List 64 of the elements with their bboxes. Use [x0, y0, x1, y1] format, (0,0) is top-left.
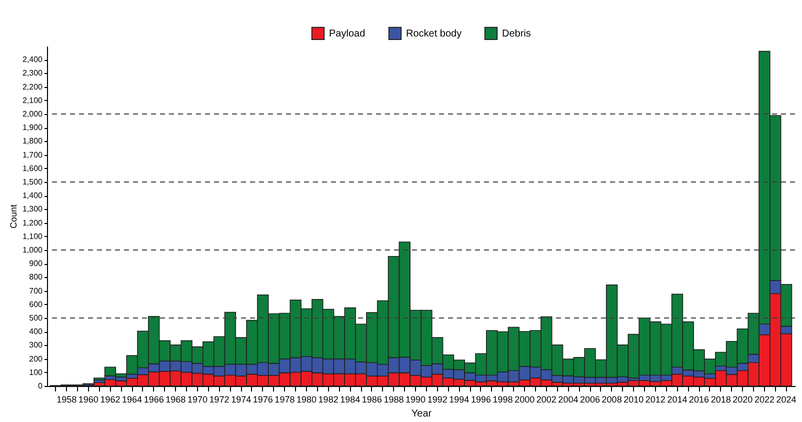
y-tick-label: 400 — [29, 327, 44, 336]
y-tick-label: 2,200 — [22, 82, 44, 92]
x-tick-label: 2000 — [514, 394, 535, 404]
x-tick-label: 1994 — [449, 394, 470, 404]
y-tick-label: 800 — [29, 272, 44, 282]
x-tick-label: 2018 — [710, 394, 731, 404]
y-tick-label: 2,400 — [22, 55, 44, 64]
y-tick-label: 300 — [29, 340, 44, 350]
y-tick-label: 0 — [38, 382, 44, 390]
x-tick-label: 1966 — [144, 394, 164, 404]
y-tick-label: 500 — [29, 314, 44, 322]
y-tick-label: 1,400 — [22, 191, 44, 200]
y-tick-label: 200 — [29, 354, 44, 364]
x-tick-label: 2022 — [754, 394, 774, 404]
x-tick-label: 2006 — [580, 394, 600, 404]
y-tick-label: 1,100 — [22, 232, 44, 241]
y-tick-label: 600 — [29, 300, 44, 309]
y-axis-title: Count — [8, 204, 18, 229]
legend-label: Rocket body — [406, 28, 462, 40]
y-tick-label: 1,800 — [22, 136, 44, 146]
y-tick-label: 2,100 — [22, 96, 44, 105]
x-tick-label: 2004 — [558, 394, 578, 404]
x-tick-label: 2002 — [536, 394, 556, 404]
y-tick-label: 1,700 — [22, 150, 44, 160]
x-tick-label: 2014 — [667, 394, 688, 404]
x-tick-label: 1960 — [78, 394, 98, 404]
y-tick-label: 700 — [29, 286, 44, 296]
y-tick-label: 1,300 — [22, 204, 44, 214]
x-tick-label: 1980 — [296, 394, 317, 404]
x-tick-label: 1962 — [100, 394, 120, 404]
x-tick-label: 1978 — [274, 394, 295, 404]
x-tick-label: 1998 — [492, 394, 513, 404]
y-tick-label: 2,000 — [22, 110, 44, 118]
x-tick-label: 2016 — [689, 394, 710, 404]
y-tick-label: 2,300 — [22, 68, 44, 78]
y-tick-label: 100 — [29, 368, 44, 377]
x-tick-label: 1958 — [56, 394, 77, 404]
y-tick-label: 1,200 — [22, 218, 44, 228]
x-tick-label: 1972 — [209, 394, 230, 404]
x-tick-label: 2024 — [776, 394, 796, 404]
x-tick-label: 2012 — [645, 394, 666, 404]
legend-label: Payload — [329, 28, 366, 40]
y-tick-label: 900 — [29, 259, 44, 268]
x-tick-label: 1990 — [406, 394, 426, 404]
x-axis-title: Year — [411, 408, 432, 420]
x-tick-label: 2008 — [602, 394, 622, 404]
x-tick-label: 1974 — [231, 394, 252, 404]
x-tick-label: 1986 — [362, 394, 382, 404]
y-tick-label: 1,900 — [22, 123, 44, 132]
y-tick-label: 1,500 — [22, 178, 44, 186]
x-tick-label: 1968 — [166, 394, 186, 404]
x-tick-label: 1988 — [384, 394, 404, 404]
x-tick-label: 2010 — [624, 394, 644, 404]
x-tick-label: 1970 — [187, 394, 208, 404]
legend-label: Debris — [502, 28, 531, 40]
x-tick-label: 1964 — [122, 394, 142, 404]
x-tick-label: 2020 — [732, 394, 753, 404]
x-tick-label: 1982 — [318, 394, 338, 404]
x-tick-label: 1996 — [470, 394, 491, 404]
y-tick-label: 1,000 — [22, 246, 44, 254]
x-tick-label: 1992 — [427, 394, 448, 404]
y-tick-label: 1,600 — [22, 164, 44, 173]
x-tick-label: 1984 — [340, 394, 360, 404]
x-tick-label: 1976 — [252, 394, 273, 404]
